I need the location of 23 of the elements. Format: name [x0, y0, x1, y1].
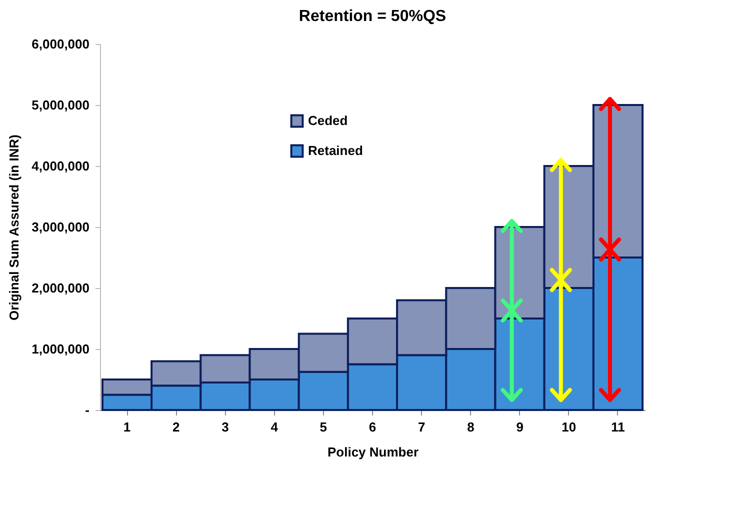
y-tick-label: 3,000,000: [32, 220, 90, 234]
chart-title: Retention = 50%QS: [298, 8, 446, 25]
legend-label: Ceded: [308, 113, 348, 128]
x-tick-label: 9: [516, 420, 524, 434]
x-tick-label: 5: [320, 420, 328, 434]
x-tick-label: 11: [611, 420, 625, 434]
x-tick-label: 4: [270, 420, 279, 434]
y-tick-label: -: [85, 402, 90, 418]
y-axis-title: Original Sum Assured (in INR): [6, 134, 22, 320]
x-tick-label: 7: [418, 420, 426, 434]
x-tick-label: 10: [562, 420, 576, 434]
x-tick-label: 8: [467, 420, 474, 434]
x-tick-label: 6: [368, 420, 376, 434]
x-axis-title: Policy Number: [327, 444, 419, 460]
y-tick-label: 1,000,000: [32, 342, 90, 356]
legend-label: Retained: [308, 143, 363, 158]
x-tick-label: 3: [222, 420, 229, 434]
x-tick-label: 1: [123, 420, 131, 434]
y-tick-label: 4,000,000: [32, 158, 90, 174]
y-tick-label: 6,000,000: [32, 36, 90, 52]
y-tick-label: 2,000,000: [32, 280, 90, 296]
x-tick-label: 2: [172, 420, 180, 434]
y-tick-label: 5,000,000: [32, 98, 90, 112]
